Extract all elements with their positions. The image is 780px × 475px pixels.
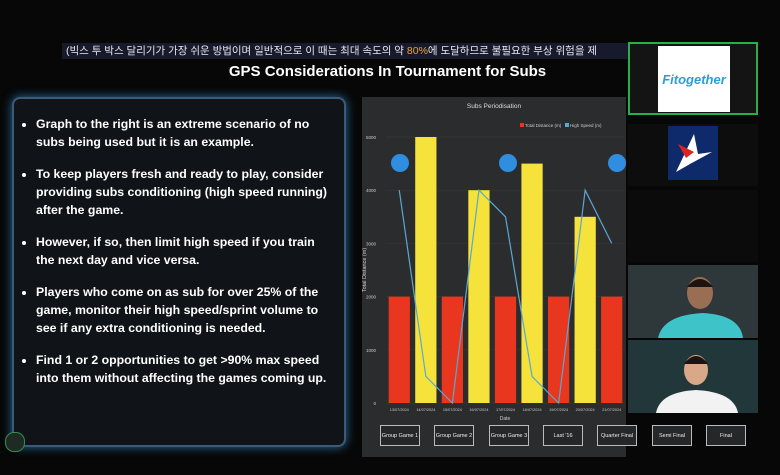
x-axis-label: Date	[500, 416, 511, 422]
x-tick-label: 17/07/2024	[496, 408, 515, 412]
legend-swatch	[520, 123, 524, 127]
bullet: However, if so, then limit high speed if…	[36, 233, 332, 269]
y-axis-label: Total Distance (m)	[362, 248, 368, 292]
x-tick-label: 18/07/2024	[523, 408, 542, 412]
bar	[388, 296, 410, 403]
x-tick-label: 15/07/2024	[443, 408, 462, 412]
legend-label: Total Distance (m)	[525, 123, 562, 128]
participant-video	[628, 265, 758, 338]
bar	[574, 216, 596, 403]
slide-title: GPS Considerations In Tournament for Sub…	[228, 63, 547, 80]
x-tick-label: 14/07/2024	[416, 408, 435, 412]
bar	[415, 137, 437, 403]
bullet-list: Graph to the right is an extreme scenari…	[24, 115, 332, 387]
marker	[608, 154, 626, 172]
bar	[521, 163, 543, 403]
logo: Fitogether	[658, 46, 730, 112]
bar	[547, 296, 570, 403]
bar	[601, 296, 623, 403]
video-tile	[628, 124, 758, 186]
video-tile	[628, 265, 758, 338]
chart-title: Subs Periodisation	[467, 103, 522, 110]
y-tick-label: 4000	[366, 188, 377, 193]
stage-button[interactable]: Group Game 3	[489, 425, 529, 446]
participant-video	[628, 340, 758, 413]
x-tick-label: 13/07/2024	[390, 408, 409, 412]
stage-button[interactable]: Group Game 1	[380, 425, 420, 446]
marker	[499, 154, 517, 172]
x-tick-label: 16/07/2024	[469, 408, 488, 412]
club-logo	[668, 126, 718, 180]
stage-button[interactable]: Final	[706, 425, 746, 446]
caption-text: 에 도달하므로 불필요한 부상 위험을 제	[427, 45, 598, 57]
bullet: To keep players fresh and ready to play,…	[36, 165, 332, 219]
caption-text: (빅스 투 박스 달리기가 가장 쉬운 방법이며 일반적으로 이 때는 최대 속…	[66, 45, 407, 57]
bullet: Players who come on as sub for over 25% …	[36, 283, 332, 337]
bar	[441, 296, 464, 403]
pen-button[interactable]	[5, 432, 25, 452]
legend-swatch	[565, 123, 569, 127]
bar	[494, 296, 517, 403]
y-tick-label: 3000	[366, 241, 377, 246]
bar	[468, 190, 490, 403]
plot: Subs Periodisation Date Total Distance (m)…	[362, 103, 625, 422]
y-tick-label: 0	[373, 401, 376, 406]
stage-button[interactable]: Last '16	[543, 425, 583, 446]
x-tick-label: 19/07/2024	[549, 408, 568, 412]
stage-button[interactable]: Semi Final	[652, 425, 692, 446]
line	[398, 188, 613, 405]
video-tile	[628, 340, 758, 413]
marker	[391, 154, 409, 172]
y-tick-label: 2000	[366, 295, 377, 300]
stage-button[interactable]: Group Game 2	[434, 425, 474, 446]
y-tick-label: 5000	[366, 135, 377, 140]
x-tick-label: 20/07/2024	[576, 408, 595, 412]
video-tile: Fitogether	[628, 42, 758, 115]
video-tile	[628, 190, 758, 262]
caption: (빅스 투 박스 달리기가 가장 쉬운 방법이며 일반적으로 이 때는 최대 속…	[62, 43, 630, 59]
y-tick-label: 1000	[366, 348, 377, 353]
bullet: Find 1 or 2 opportunities to get >90% ma…	[36, 351, 332, 387]
bullet: Graph to the right is an extreme scenari…	[36, 115, 332, 151]
text-panel: Graph to the right is an extreme scenari…	[12, 97, 346, 447]
legend-label: High Speed (m)	[570, 123, 602, 128]
stage-button[interactable]: Quarter Final	[597, 425, 637, 446]
x-tick-label: 21/07/2024	[602, 408, 621, 412]
caption-highlight: 80%	[406, 45, 428, 57]
